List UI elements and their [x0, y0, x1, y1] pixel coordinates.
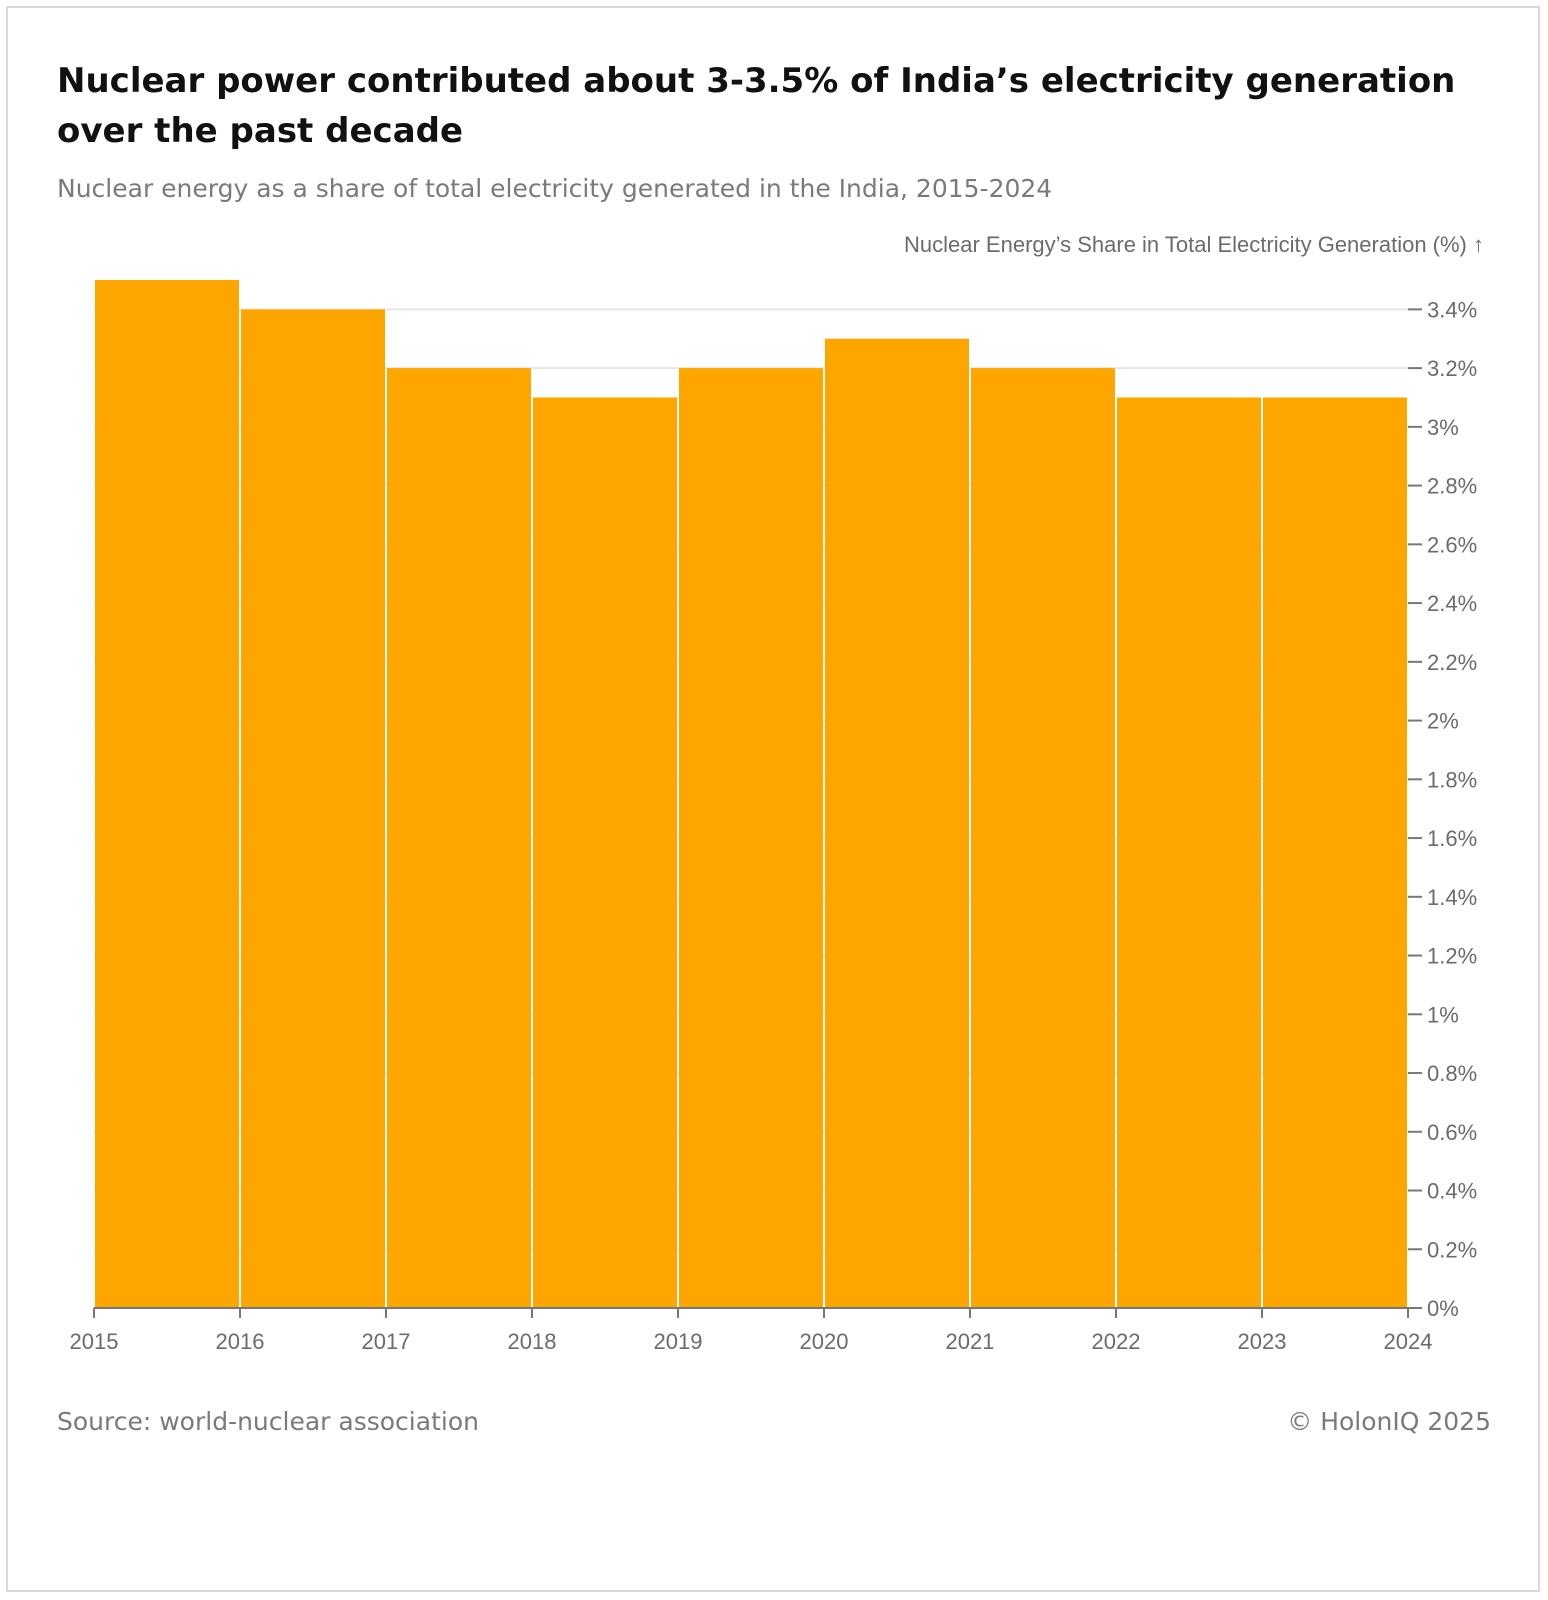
x-tick-label: 2024	[1384, 1329, 1433, 1354]
y-tick-label: 3.4%	[1427, 297, 1477, 322]
y-axis-label: Nuclear Energy’s Share in Total Electric…	[904, 232, 1484, 257]
y-tick-label: 3.2%	[1427, 356, 1477, 381]
chart-subtitle: Nuclear energy as a share of total elect…	[57, 174, 1053, 203]
y-tick-label: 1.8%	[1427, 767, 1477, 792]
x-tick-label: 2021	[946, 1329, 995, 1354]
x-tick-label: 2018	[508, 1329, 557, 1354]
y-tick-label: 0.6%	[1427, 1120, 1477, 1145]
bar-2016	[241, 309, 385, 1308]
copyright-note: © HolonIQ 2025	[1287, 1407, 1491, 1436]
x-tick-label: 2015	[70, 1329, 119, 1354]
bar-2023	[1263, 397, 1407, 1308]
bar-2022	[1117, 397, 1261, 1308]
y-tick-label: 0.2%	[1427, 1237, 1477, 1262]
y-tick-label: 0.4%	[1427, 1179, 1477, 1204]
bar-2021	[971, 368, 1115, 1309]
x-tick-label: 2016	[216, 1329, 265, 1354]
bar-chart: 0% 0.2% 0.4% 0.6% 0.8% 1% 1.2% 1.4% 1.6% 1.8% 2% 2.…	[70, 232, 1484, 1354]
y-tick-label: 1%	[1427, 1002, 1459, 1027]
y-tick-label: 1.2%	[1427, 944, 1477, 969]
bar-2018	[533, 397, 677, 1308]
bar-2020	[825, 338, 969, 1308]
y-tick-label: 2.8%	[1427, 474, 1477, 499]
bars	[95, 280, 1407, 1309]
y-tick-label: 3%	[1427, 415, 1459, 440]
bar-2017	[387, 368, 531, 1309]
y-tick-label: 2.6%	[1427, 532, 1477, 557]
y-tick-label: 2.2%	[1427, 650, 1477, 675]
x-tick-label: 2023	[1238, 1329, 1287, 1354]
x-tick-label: 2017	[362, 1329, 411, 1354]
y-tick-label: 0%	[1427, 1296, 1459, 1321]
y-tick-label: 1.6%	[1427, 826, 1477, 851]
chart-title: Nuclear power contributed about 3-3.5% o…	[57, 61, 1456, 151]
x-tick-label: 2019	[654, 1329, 703, 1354]
bar-2019	[679, 368, 823, 1309]
bar-2015	[95, 280, 239, 1308]
y-tick-label: 1.4%	[1427, 885, 1477, 910]
y-tick-label: 2%	[1427, 709, 1459, 734]
source-note: Source: world-nuclear association	[57, 1407, 479, 1436]
y-tick-label: 2.4%	[1427, 591, 1477, 616]
y-tick-label: 0.8%	[1427, 1061, 1477, 1086]
x-tick-label: 2020	[800, 1329, 849, 1354]
x-tick-label: 2022	[1092, 1329, 1141, 1354]
axes: 0% 0.2% 0.4% 0.6% 0.8% 1% 1.2% 1.4% 1.6% 1.8% 2% 2.…	[70, 297, 1478, 1354]
